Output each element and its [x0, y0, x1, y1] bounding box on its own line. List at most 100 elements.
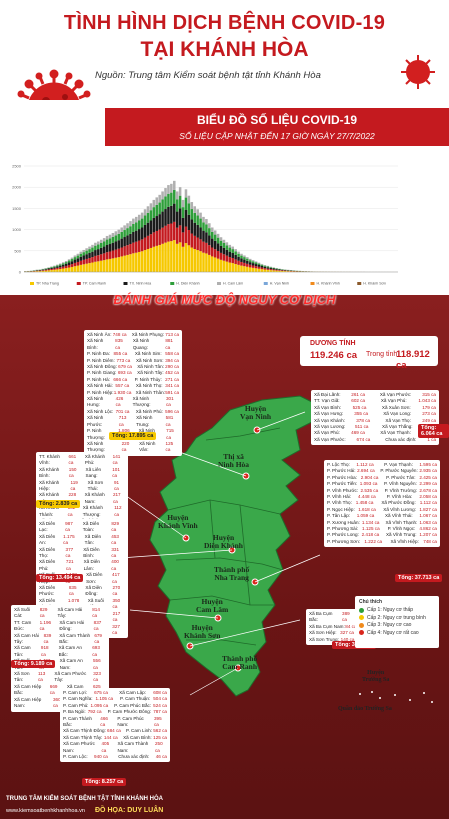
commune-row: P. Xương Huân: 1.134 ca Xã Vĩnh Thạnh: 1.06… — [327, 520, 437, 526]
commune-name: Xã Ninh Hải: — [87, 383, 113, 389]
chart-bar-segment — [246, 263, 249, 267]
chart-bar-segment — [44, 270, 47, 272]
commune-cases: 249 ca — [422, 417, 436, 423]
chart-bar-segment — [216, 251, 220, 259]
chart-bar-segment — [246, 257, 249, 259]
chart-bar-segment — [248, 258, 252, 261]
commune-cases: 773 ca — [116, 357, 131, 363]
chart-bar-segment — [219, 252, 223, 260]
y-tick-label: 0 — [19, 270, 22, 275]
chart-bar-segment — [266, 267, 270, 269]
chart-bar-segment — [175, 211, 179, 228]
chart-bar-segment — [88, 246, 91, 250]
commune-name: Xã Cam Hiệp Nam: — [14, 696, 42, 709]
chart-bar-segment — [105, 252, 109, 260]
chart-bar-segment — [228, 251, 232, 258]
chart-bar-segment — [190, 202, 194, 210]
chart-bar-segment — [59, 264, 62, 266]
chart-bar-segment — [225, 245, 229, 250]
commune-cases: 1.827 ca — [419, 506, 437, 512]
chart-bar-segment — [231, 249, 234, 253]
chart-bar-segment — [272, 269, 275, 271]
chart-bar-segment — [64, 265, 68, 269]
chart-bar-segment — [56, 266, 59, 268]
commune-name: Xã Diên Toàn: — [82, 521, 100, 533]
chart-bar-segment — [199, 227, 202, 240]
commune-row: P. Ninh Diêm: 773 ca Xã Ninh Sơn: 394 ca — [87, 358, 179, 364]
chart-bar-segment — [263, 268, 267, 270]
chart-legend-label: TP. Cam Ranh — [83, 282, 106, 286]
commune-name: Xã Diên Phước: — [39, 585, 56, 597]
chart-bar-segment — [61, 266, 65, 269]
chart-bar-segment — [155, 230, 159, 246]
commune-row: Xã Vạn Bình: 525 ca Xã Xuân Sơn: 179 ca — [314, 405, 436, 411]
chart-bar-segment — [126, 223, 129, 229]
legend-item: Cấp 4: Nguy cơ rất cao — [359, 630, 435, 636]
chart-bar-segment — [143, 224, 147, 238]
chart-bar-segment — [196, 224, 199, 238]
chart-bar-segment — [117, 257, 121, 272]
chart-bar-segment — [99, 260, 103, 272]
commune-name: P. Vĩnh Trường: — [384, 487, 417, 493]
chart-bar-segment — [248, 267, 252, 272]
chart-bar-segment — [213, 249, 217, 258]
commune-name: Xã Khánh Nam: — [84, 492, 105, 504]
chart-bar-segment — [275, 268, 278, 269]
commune-cases: 829 ca — [39, 607, 48, 619]
chart-bar-segment — [135, 241, 138, 253]
chart-bar-segment — [208, 223, 211, 229]
commune-cases: 323 ca — [93, 671, 101, 683]
chart-bar-segment — [269, 266, 272, 268]
commune-name: Xã Vĩnh Lương: — [383, 506, 416, 512]
commune-name: P. Vĩnh Hải: — [327, 494, 351, 500]
commune-cases: 829 ca — [111, 521, 119, 533]
chart-bar-segment — [47, 267, 50, 269]
chart-bar-segment — [97, 255, 100, 262]
positive-value: 119.246 ca — [310, 350, 358, 361]
commune-name: P. Cam Thuận: — [120, 696, 151, 702]
commune-name: Xã Vĩnh Thạnh: — [385, 519, 418, 525]
chart-bar-segment — [59, 263, 62, 265]
chart-bar-segment — [278, 269, 281, 271]
chart-bar-segment — [260, 264, 264, 266]
legend-label: Cấp 4: Nguy cơ rất cao — [367, 629, 419, 636]
legend-label: Cấp 3: Nguy cơ cao — [367, 622, 412, 628]
chart-bar-segment — [135, 252, 138, 272]
commune-name: P. Ninh Thượng: — [87, 428, 105, 440]
chart-bar-segment — [240, 258, 243, 262]
chart-bar-segment — [167, 193, 170, 207]
commune-name: Xã Sơn Trung: — [309, 636, 339, 642]
commune-cases: 837 ca — [93, 619, 102, 632]
commune-cases: 679 ca — [94, 632, 102, 645]
chart-bar-segment — [143, 250, 147, 272]
chart-bar-segment — [216, 233, 220, 238]
commune-name: P. Ninh Hà: — [87, 376, 110, 382]
chart-bar-segment — [225, 242, 229, 246]
chart-bar-segment — [184, 197, 188, 210]
chart-bar-segment — [99, 247, 103, 255]
positive-stats: DƯƠNG TÍNH 119.246 ca Trong tỉnh 118.912… — [300, 336, 438, 371]
chart-bar-segment — [164, 196, 167, 210]
chart-bar-segment — [216, 237, 220, 244]
chart-bar-segment — [117, 229, 121, 234]
chart-bar-segment — [41, 270, 45, 271]
chart-bar-segment — [137, 240, 141, 252]
chart-bar-segment — [178, 208, 182, 226]
commune-name: Xã Cam Hải Tây: — [57, 607, 83, 619]
chart-bar-segment — [32, 271, 36, 272]
chart-bar-segment — [102, 246, 106, 254]
commune-name: Xã Diên Sơn: — [86, 572, 103, 584]
chart-bar-segment — [173, 240, 176, 272]
chart-bar-segment — [257, 262, 261, 264]
commune-cases: 669 ca — [49, 683, 58, 696]
chart-bar-segment — [234, 263, 237, 272]
chart-bar-segment — [152, 246, 156, 272]
commune-name: P. Cam Lộc: — [63, 754, 88, 760]
legend-dot — [359, 607, 364, 613]
total-badge-khanh-son: Tổng: 3.361 ca — [332, 641, 377, 649]
chart-bar-segment — [208, 245, 211, 255]
commune-name: P. Cam Linh: — [126, 728, 152, 734]
legend-dot — [359, 615, 364, 620]
commune-name: TT. Cam Đức: — [14, 619, 32, 632]
total-badge-dien-khanh: Tổng: 13.494 ca — [36, 574, 84, 582]
